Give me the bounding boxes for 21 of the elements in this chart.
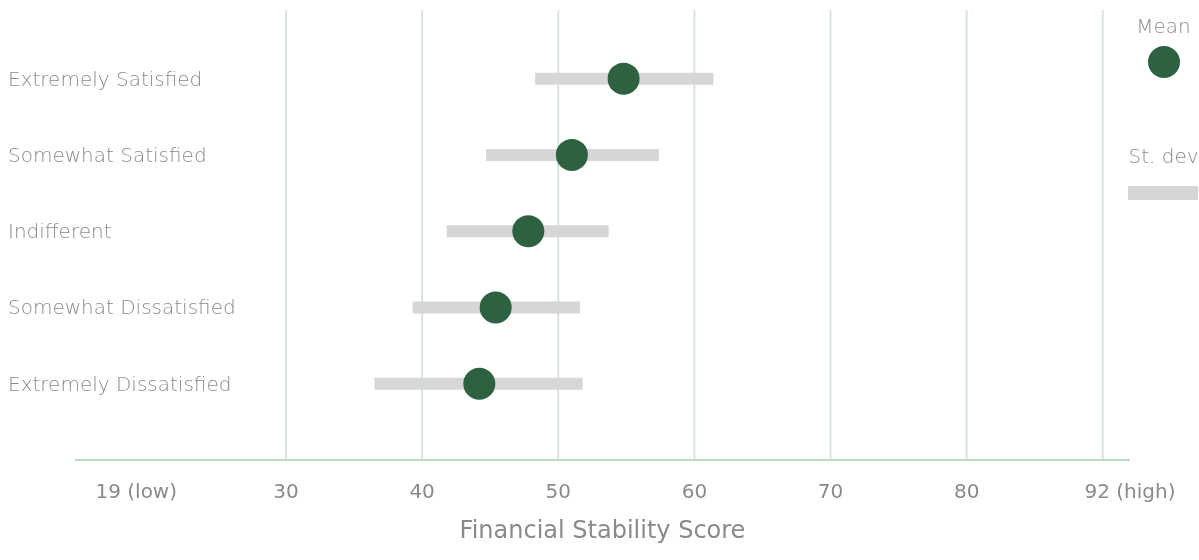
x-tick-label: 40	[409, 479, 435, 504]
y-tick-label: Indifferent	[8, 219, 112, 244]
text: Mean	[1135, 14, 1192, 38]
point	[607, 62, 640, 95]
point	[512, 215, 545, 248]
annotation: St. dev	[1128, 144, 1199, 168]
point	[463, 367, 496, 400]
y-tick-label: Somewhat Satisfied	[8, 142, 207, 167]
x-tick-label: 80	[953, 479, 980, 504]
y-tick-label: Extremely Dissatisfied	[8, 371, 232, 396]
x-tick-label: 60	[681, 479, 708, 504]
point	[555, 138, 588, 171]
x-tick-label: 19 (low)	[95, 479, 178, 504]
x-tick-label: 70	[817, 479, 844, 504]
point	[479, 291, 512, 324]
x-axis-title: Financial Stability Score	[459, 516, 746, 544]
y-tick-label: Extremely Satisfied	[8, 66, 203, 91]
x-tick-label: 30	[273, 479, 299, 504]
x-tick-label: 92 (high)	[1084, 479, 1176, 504]
x-tick-label: 50	[545, 479, 571, 504]
y-tick-label: Somewhat Dissatisfied	[8, 295, 236, 320]
